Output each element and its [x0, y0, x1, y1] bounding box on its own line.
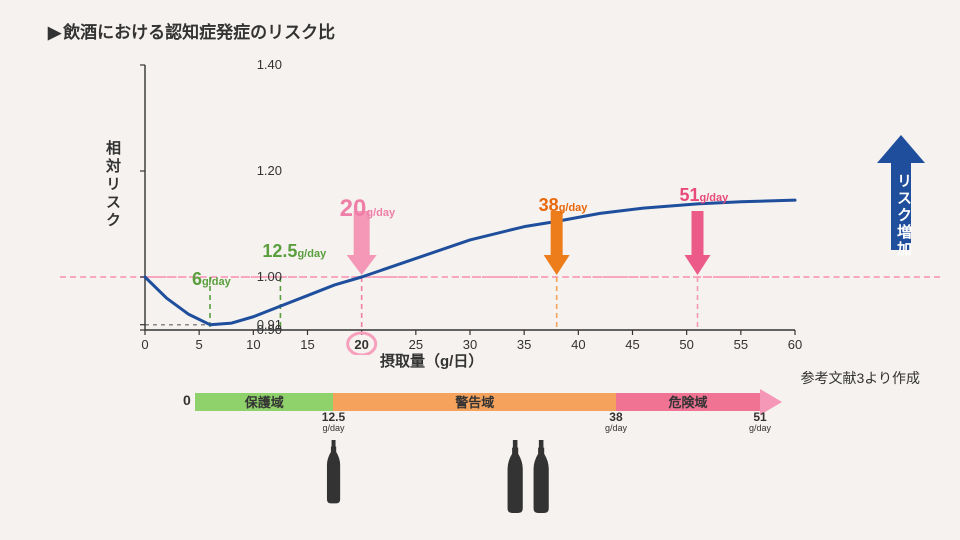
- zone-label: 警告域: [455, 392, 494, 411]
- bottle-icon: [323, 440, 344, 511]
- y-tick-label: 1.20: [242, 163, 282, 178]
- x-tick-label: 35: [517, 337, 531, 352]
- x-tick-label: 20: [354, 337, 368, 352]
- x-tick-label: 5: [196, 337, 203, 352]
- zone-label: 保護域: [245, 392, 284, 411]
- x-tick-label: 15: [300, 337, 314, 352]
- x-tick-label: 55: [734, 337, 748, 352]
- zone-label: 危険域: [668, 392, 707, 411]
- marker-label: 6g/day: [192, 269, 231, 290]
- chart-title: 飲酒における認知症発症のリスク比: [48, 18, 335, 43]
- risk-arrow-label: リスク増加: [893, 173, 914, 258]
- x-tick-label: 10: [246, 337, 260, 352]
- bottle-icon: [503, 440, 527, 521]
- source-note: 参考文献3より作成: [800, 368, 920, 388]
- marker-label: 12.5g/day: [262, 241, 326, 262]
- zone-tick: 51g/day: [749, 411, 771, 434]
- marker-label: 51g/day: [680, 185, 729, 206]
- zone-start-label: 0: [183, 392, 191, 408]
- x-tick-label: 25: [409, 337, 423, 352]
- y-axis-label: 相対リスク: [102, 140, 123, 230]
- y-tick-label: 0.91: [242, 317, 282, 332]
- zone-tick: 38g/day: [605, 411, 627, 434]
- y-tick-label: 1.40: [242, 57, 282, 72]
- x-tick-label: 30: [463, 337, 477, 352]
- x-tick-label: 60: [788, 337, 802, 352]
- x-tick-label: 0: [141, 337, 148, 352]
- bottle-icon: [529, 440, 553, 521]
- x-tick-label: 50: [679, 337, 693, 352]
- y-tick-label: 1.00: [242, 269, 282, 284]
- marker-label: 20g/day: [340, 195, 395, 223]
- marker-label: 38g/day: [539, 195, 588, 216]
- x-tick-label: 40: [571, 337, 585, 352]
- zone-bar: 0 保護域警告域危険域12.5g/day38g/day51g/day: [195, 393, 795, 411]
- risk-increase-arrow: リスク増加: [877, 135, 925, 260]
- zone-tick: 12.5g/day: [322, 411, 345, 434]
- x-tick-label: 45: [625, 337, 639, 352]
